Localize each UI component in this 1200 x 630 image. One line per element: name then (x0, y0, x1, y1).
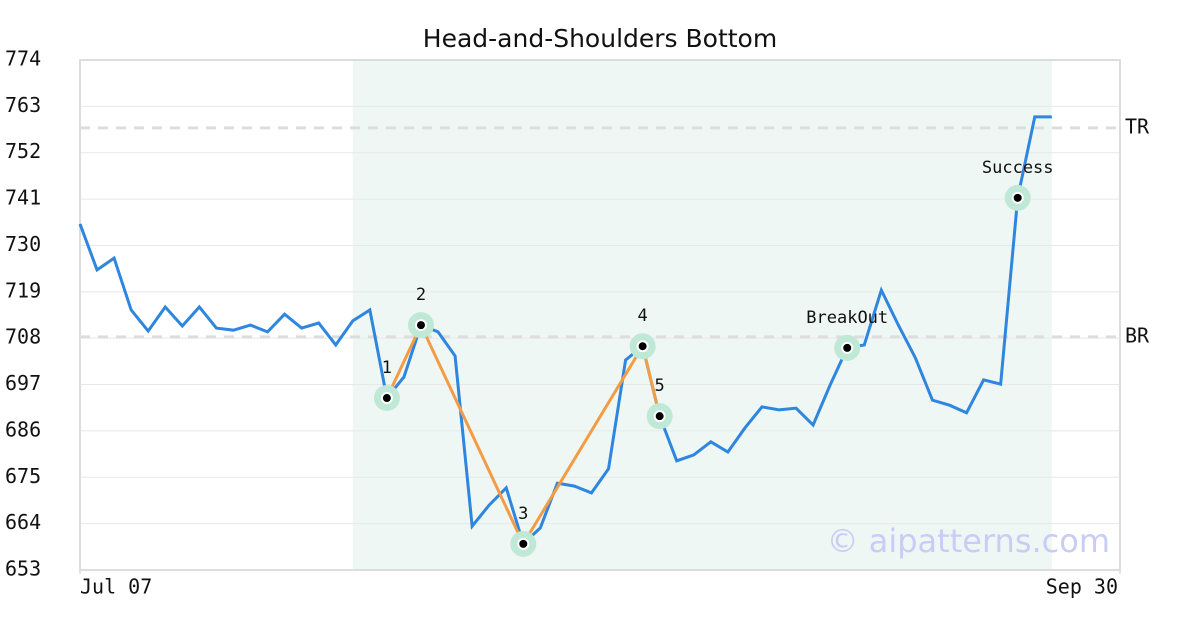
y-tick-label: 675 (5, 464, 41, 488)
point-label: 1 (382, 358, 392, 378)
point-label: 2 (416, 285, 426, 305)
point-label: 4 (637, 306, 647, 326)
point-label: 3 (518, 504, 528, 524)
point (380, 392, 393, 405)
y-tick-label: 752 (5, 139, 41, 163)
point-label: 5 (655, 376, 665, 396)
watermark: © aipatterns.com (827, 522, 1110, 560)
point-label: Success (982, 158, 1054, 178)
point-label: BreakOut (806, 308, 888, 328)
y-tick-label: 697 (5, 371, 41, 395)
plot-frame (79, 59, 1121, 571)
point (414, 319, 427, 332)
y-tick-label: 686 (5, 417, 41, 441)
level-label: TR (1125, 114, 1150, 138)
y-tick-label: 708 (5, 325, 41, 349)
chart-title: Head-and-Shoulders Bottom (423, 24, 777, 53)
y-tick-label: 730 (5, 232, 41, 256)
y-tick-label: 741 (5, 186, 41, 210)
x-tick-label: Jul 07 (80, 575, 152, 599)
point (1011, 191, 1024, 204)
y-tick-label: 763 (5, 93, 41, 117)
y-tick-label: 774 (5, 47, 41, 71)
y-tick-label: 719 (5, 278, 41, 302)
y-tick-label: 664 (5, 510, 41, 534)
point (653, 410, 666, 423)
point (517, 537, 530, 550)
pattern-zone (352, 60, 1052, 570)
point (636, 340, 649, 353)
price-line (78, 115, 1052, 547)
level-label: BR (1125, 323, 1150, 347)
point (841, 341, 854, 354)
y-tick-label: 653 (5, 557, 41, 581)
x-tick-label: Sep 30 (1046, 575, 1118, 599)
